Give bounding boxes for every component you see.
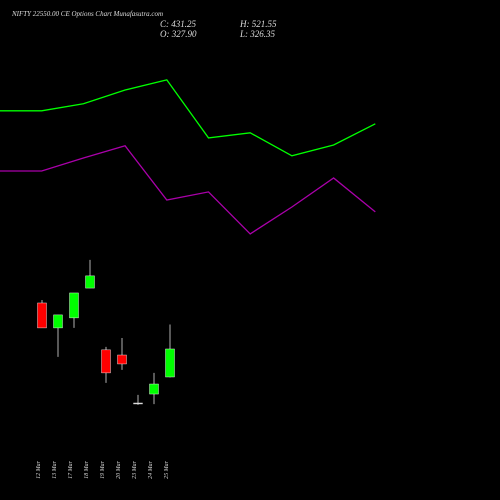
- candle-body: [37, 302, 47, 329]
- x-tick-label: 12 Mar: [36, 460, 42, 478]
- x-tick-label: 13 Mar: [52, 460, 58, 478]
- x-tick-label: 19 Mar: [100, 460, 106, 478]
- ohlc-label: C: 431.25: [160, 19, 197, 29]
- ohlc-label: H: 521.55: [239, 19, 277, 29]
- candle-body: [117, 354, 127, 365]
- x-tick-label: 17 Mar: [68, 460, 74, 478]
- x-tick-label: 25 Mar: [164, 460, 170, 478]
- x-tick-label: 18 Mar: [84, 460, 90, 478]
- candle-body: [101, 349, 111, 374]
- candle-body: [53, 314, 63, 329]
- candle-body: [85, 275, 95, 289]
- indicator-line: [0, 145, 376, 235]
- x-tick-label: 20 Mar: [116, 460, 122, 478]
- candle-body: [165, 348, 175, 378]
- x-tick-label: 23 Mar: [132, 460, 138, 478]
- candle-body: [69, 292, 79, 319]
- candle-body: [133, 402, 143, 405]
- ohlc-label: O: 327.90: [160, 29, 197, 39]
- indicator-line: [0, 79, 376, 157]
- candle-body: [149, 383, 159, 395]
- chart-title: NIFTY 22550.00 CE Options Chart Munafasu…: [11, 10, 163, 18]
- ohlc-label: L: 326.35: [239, 29, 276, 39]
- x-tick-label: 24 Mar: [147, 460, 154, 478]
